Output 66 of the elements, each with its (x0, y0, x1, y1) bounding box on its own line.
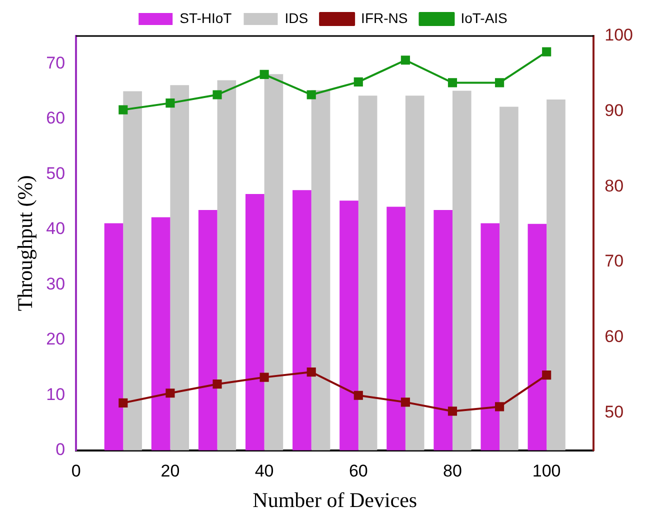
bar (480, 223, 500, 450)
bar (546, 100, 566, 450)
y-tick-label: 0 (56, 440, 66, 460)
bar (311, 90, 330, 450)
y2-tick-label: 80 (604, 176, 624, 196)
y2-tick-label: 70 (604, 252, 624, 271)
point (495, 402, 504, 412)
bar (123, 91, 142, 450)
point (306, 90, 316, 100)
point (260, 372, 269, 382)
point (495, 78, 504, 88)
bar (452, 90, 472, 450)
y-tick-label: 50 (46, 164, 66, 183)
point (306, 368, 316, 377)
legend-label: IoT-AIS (460, 10, 508, 26)
bar (151, 217, 170, 450)
y2-tick-label: 90 (604, 101, 624, 120)
y-tick-label: 10 (46, 384, 66, 404)
legend-label: ST-HIoT (180, 10, 232, 26)
bar (245, 194, 264, 450)
point (400, 398, 410, 407)
bar (386, 206, 406, 450)
point (212, 90, 222, 100)
x-tick-label: 100 (532, 461, 561, 480)
y2-tick-label: 60 (604, 327, 624, 346)
y-tick-label: 40 (46, 219, 66, 238)
bar (198, 210, 218, 450)
bar (340, 200, 358, 450)
y-tick-label: 60 (46, 108, 66, 128)
bar (405, 96, 424, 450)
point (212, 380, 222, 389)
point (166, 388, 175, 398)
bar (528, 224, 547, 450)
x-tick-label: 40 (254, 461, 274, 480)
point (542, 370, 552, 380)
bar (217, 80, 236, 450)
point (400, 56, 410, 65)
bar (104, 223, 124, 450)
y-tick-label: 70 (46, 53, 66, 72)
x-tick-label: 80 (443, 461, 462, 480)
x-axis-title: Number of Devices (252, 488, 418, 512)
point (542, 47, 552, 56)
y-tick-label: 30 (46, 274, 66, 294)
point (448, 406, 458, 416)
x-tick-label: 60 (348, 461, 368, 480)
bar (500, 106, 518, 450)
legend-label: IFR-NS (361, 10, 408, 26)
bar (292, 190, 312, 450)
y2-tick-label: 100 (604, 26, 634, 45)
point (166, 98, 175, 108)
legend-label: IDS (284, 10, 308, 26)
point (260, 70, 269, 79)
x-tick-label: 0 (71, 461, 81, 480)
bar (434, 210, 452, 450)
point (354, 77, 363, 86)
bar (264, 74, 284, 450)
y-axis-title: Throughput (%) (13, 175, 38, 312)
point (354, 390, 363, 400)
bar (170, 85, 190, 450)
point (118, 398, 128, 408)
point (448, 78, 458, 88)
y2-tick-label: 50 (604, 402, 624, 422)
bar (358, 96, 378, 450)
point (118, 105, 128, 114)
x-tick-label: 20 (160, 461, 180, 480)
y-tick-label: 20 (46, 330, 66, 349)
